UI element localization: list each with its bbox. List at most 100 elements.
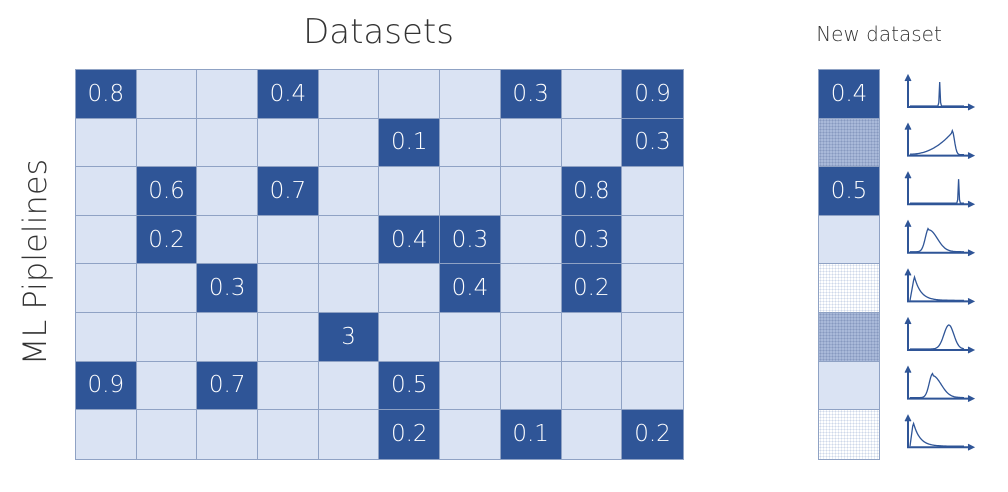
new-dataset-cell — [819, 410, 879, 459]
axes — [907, 77, 972, 108]
matrix-cell — [136, 312, 198, 362]
matrix-cell — [136, 410, 198, 459]
matrix-cell: 3 — [318, 312, 380, 362]
matrix-cell — [379, 312, 441, 362]
matrix-cell — [197, 215, 259, 265]
new-dataset-cell: 0.5 — [819, 167, 879, 216]
matrix-cell — [197, 167, 259, 216]
distribution-1 — [904, 122, 976, 160]
matrix-cell: 0.2 — [136, 215, 198, 265]
matrix-cell: 0.1 — [500, 410, 562, 459]
matrix-cell — [76, 312, 137, 362]
matrix-cell — [440, 118, 501, 168]
axes — [907, 320, 972, 351]
matrix-cell — [440, 410, 501, 459]
distribution-5 — [904, 316, 976, 354]
x-arrow — [967, 249, 976, 257]
matrix-cell — [500, 361, 562, 411]
y-arrow — [904, 316, 912, 325]
matrix-cell — [197, 118, 259, 168]
x-arrow — [967, 297, 976, 305]
matrix-cell — [622, 215, 683, 265]
distribution-0 — [904, 73, 976, 111]
matrix-cell — [318, 361, 380, 411]
distribution-3 — [904, 219, 976, 257]
matrix-cell — [136, 264, 198, 313]
matrix-cell — [318, 215, 380, 265]
matrix-cell — [622, 167, 683, 216]
axes — [907, 417, 972, 449]
matrix-cell — [561, 361, 623, 411]
new-dataset-cell — [819, 361, 879, 411]
matrix-cell: 0.7 — [197, 361, 259, 411]
matrix-cell — [440, 70, 501, 119]
matrix-cell — [622, 312, 683, 362]
matrix-cell — [197, 70, 259, 119]
matrix-cell — [379, 264, 441, 313]
matrix-cell — [561, 312, 623, 362]
matrix-cell — [318, 264, 380, 313]
matrix-cell — [440, 361, 501, 411]
y-arrow — [904, 268, 912, 276]
matrix-cell: 0.3 — [197, 264, 259, 313]
matrix-cell — [258, 264, 319, 313]
axes — [907, 222, 972, 254]
distribution-curve — [910, 372, 964, 399]
y-arrow — [904, 171, 912, 179]
matrix-cell — [440, 167, 501, 216]
distribution-curve — [910, 227, 964, 253]
matrix-cell — [318, 70, 380, 119]
matrix-cell — [258, 312, 319, 362]
y-arrow — [904, 414, 912, 422]
ml-pipelines-label: ML Piplelines — [16, 158, 54, 366]
matrix-cell — [258, 361, 319, 411]
matrix-cell — [500, 167, 562, 216]
matrix-cell — [561, 118, 623, 168]
distribution-2 — [904, 171, 976, 208]
matrix-cell: 0.3 — [561, 215, 623, 265]
matrix-cell: 0.3 — [440, 215, 501, 265]
matrix-cell — [379, 167, 441, 216]
matrix-cell — [76, 264, 137, 313]
matrix-cell: 0.4 — [440, 264, 501, 313]
y-arrow — [904, 73, 912, 82]
x-arrow — [967, 395, 976, 403]
matrix-cell: 0.4 — [379, 215, 441, 265]
distribution-curve — [909, 274, 964, 302]
distribution-curve — [909, 421, 964, 447]
new-dataset-column: 0.4 0.5 — [818, 69, 880, 460]
matrix-cell — [258, 118, 319, 168]
distribution-curve — [910, 179, 964, 204]
distribution-7 — [904, 414, 976, 451]
x-arrow — [967, 103, 976, 111]
matrix-cell: 0.4 — [258, 70, 319, 119]
matrix-cell — [440, 312, 501, 362]
matrix-cell: 0.8 — [561, 167, 623, 216]
distribution-curve — [910, 128, 964, 156]
matrix-cell — [197, 410, 259, 459]
distribution-4 — [904, 268, 976, 305]
matrix-cell: 0.6 — [136, 167, 198, 216]
new-dataset-cell — [819, 264, 879, 313]
axes — [907, 125, 972, 157]
matrix-cell — [318, 410, 380, 459]
x-arrow — [967, 200, 976, 208]
x-arrow — [967, 443, 976, 451]
x-arrow — [967, 346, 976, 354]
new-dataset-title: New dataset — [816, 22, 942, 46]
matrix-cell — [258, 215, 319, 265]
matrix-cell — [561, 70, 623, 119]
y-arrow — [904, 122, 912, 130]
new-dataset-cell — [819, 118, 879, 168]
matrix-cell: 0.1 — [379, 118, 441, 168]
new-dataset-cell — [819, 215, 879, 265]
matrix-cell — [76, 167, 137, 216]
matrix-cell — [622, 361, 683, 411]
matrix-cell — [622, 264, 683, 313]
matrix-cell — [500, 118, 562, 168]
matrix-cell: 0.7 — [258, 167, 319, 216]
matrix-cell: 0.8 — [76, 70, 137, 119]
matrix-cell: 0.9 — [622, 70, 683, 119]
matrix-cell: 0.5 — [379, 361, 441, 411]
matrix-cell — [76, 410, 137, 459]
